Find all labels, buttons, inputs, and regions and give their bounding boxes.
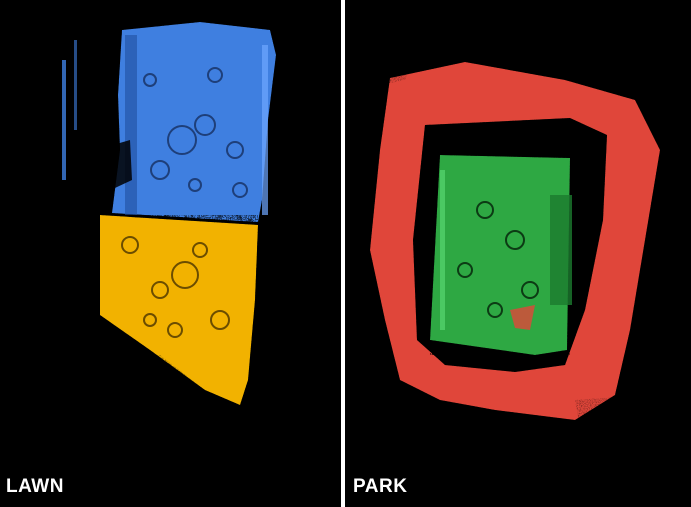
outer-ring-region [370,50,680,455]
lower-lawn-region [50,180,335,455]
panel-divider [341,0,345,507]
inner-park-region [430,155,572,355]
lawn-panel: LAWN [0,0,341,507]
lawn-pointcloud [50,22,335,455]
park-pointcloud [370,50,680,455]
park-label: PARK [353,476,408,497]
lawn-label: LAWN [6,476,64,497]
park-panel: PARK [345,0,691,507]
upper-lawn-region [62,22,276,222]
